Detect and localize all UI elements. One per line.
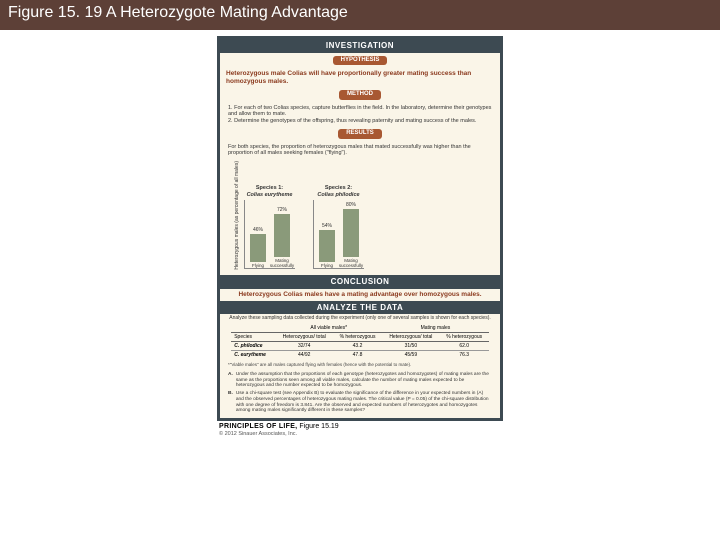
table-cell: 43.2 bbox=[333, 342, 382, 351]
credit-figure: Figure 15.19 bbox=[299, 423, 338, 430]
bar-label: Mating successfully bbox=[270, 259, 294, 268]
bar-value: 54% bbox=[322, 223, 332, 229]
question-a: Under the assumption that the proportion… bbox=[236, 372, 492, 389]
conclusion-text: Heterozygous Colias males have a mating … bbox=[220, 289, 500, 301]
bar-label: Flying bbox=[252, 264, 264, 269]
bar bbox=[250, 234, 266, 262]
bar-chart: Heterozygous males (as percentage of all… bbox=[228, 157, 492, 272]
column-header: Heterozygous/ total bbox=[275, 333, 333, 342]
bar-label: Flying bbox=[321, 264, 333, 269]
y-axis-label: Heterozygous males (as percentage of all… bbox=[234, 161, 240, 270]
investigation-header: INVESTIGATION bbox=[220, 39, 500, 53]
column-header: Species bbox=[231, 333, 275, 342]
table-footnote: *"Viable males" are all males captured f… bbox=[220, 361, 500, 369]
bar-wrap: 80% Mating successfully bbox=[342, 202, 360, 268]
table-cell: 32/74 bbox=[275, 342, 333, 351]
column-header: % heterozygous bbox=[440, 333, 489, 342]
results-pill: RESULTS bbox=[338, 129, 382, 138]
group-title: Species 1:Colias eurytheme bbox=[247, 185, 293, 198]
table-row: C. eurytheme44/9247.845/5976.3 bbox=[231, 351, 489, 360]
table-cell: 47.8 bbox=[333, 351, 382, 360]
bar-value: 80% bbox=[346, 202, 356, 208]
bar bbox=[319, 230, 335, 262]
hypothesis-text: Heterozygous male Colias will have propo… bbox=[220, 68, 500, 88]
data-table: All viable males* Mating males SpeciesHe… bbox=[231, 324, 489, 359]
method-pill: METHOD bbox=[339, 90, 381, 99]
investigation-panel: INVESTIGATION HYPOTHESIS Heterozygous ma… bbox=[217, 36, 503, 421]
question-b: Use a chi-square test (see Appendix B) t… bbox=[236, 391, 492, 414]
column-header: % heterozygous bbox=[333, 333, 382, 342]
bar-value: 46% bbox=[253, 227, 263, 233]
table-cell: 62.0 bbox=[440, 342, 489, 351]
chart-group: Species 2:Colias philodice 54% Flying 80% Ma… bbox=[313, 185, 364, 269]
bar-wrap: 46% Flying bbox=[249, 227, 267, 268]
questions: A.Under the assumption that the proporti… bbox=[220, 370, 500, 418]
bar bbox=[274, 214, 290, 257]
method-step-2: 2. Determine the genotypes of the offspr… bbox=[228, 118, 492, 125]
results-body: For both species, the proportion of hete… bbox=[220, 142, 500, 276]
table-cell: 76.3 bbox=[440, 351, 489, 360]
bar-value: 72% bbox=[277, 207, 287, 213]
bar-wrap: 54% Flying bbox=[318, 223, 336, 269]
column-header: Heterozygous/ total bbox=[382, 333, 440, 342]
chart-group: Species 1:Colias eurytheme 46% Flying 72% Ma… bbox=[244, 185, 295, 269]
bar-label: Mating successfully bbox=[339, 259, 363, 268]
bar-group: 46% Flying 72% Mating successfully bbox=[244, 200, 295, 269]
table-cell: 31/50 bbox=[382, 342, 440, 351]
table-cell: 45/59 bbox=[382, 351, 440, 360]
figure-title: A Heterozygote Mating Advantage bbox=[106, 4, 348, 21]
hypothesis-pill: HYPOTHESIS bbox=[333, 56, 388, 65]
copyright: © 2012 Sinauer Associates, Inc. bbox=[219, 431, 297, 437]
credit-line: PRINCIPLES OF LIFE, Figure 15.19 © 2012 … bbox=[217, 421, 503, 437]
method-body: 1. For each of two Colias species, captu… bbox=[220, 103, 500, 127]
bar-wrap: 72% Mating successfully bbox=[273, 207, 291, 268]
method-step-1: 1. For each of two Colias species, captu… bbox=[228, 105, 492, 118]
analyze-header: ANALYZE THE DATA bbox=[220, 301, 500, 315]
table-cell: C. philodice bbox=[231, 342, 275, 351]
th-mating: Mating males bbox=[382, 324, 489, 333]
table-row: C. philodice32/7443.231/5062.0 bbox=[231, 342, 489, 351]
table-cell: 44/92 bbox=[275, 351, 333, 360]
th-viable: All viable males* bbox=[275, 324, 382, 333]
analyze-intro: Analyze these sampling data collected du… bbox=[220, 314, 500, 322]
qA-label: A. bbox=[228, 372, 233, 389]
content-area: INVESTIGATION HYPOTHESIS Heterozygous ma… bbox=[0, 30, 720, 437]
conclusion-header: CONCLUSION bbox=[220, 275, 500, 289]
title-bar: Figure 15. 19 A Heterozygote Mating Adva… bbox=[0, 0, 720, 30]
group-title: Species 2:Colias philodice bbox=[317, 185, 359, 198]
bar bbox=[343, 209, 359, 257]
results-text: For both species, the proportion of hete… bbox=[228, 144, 492, 157]
qB-label: B. bbox=[228, 391, 233, 414]
figure-number: Figure 15. 19 bbox=[8, 4, 102, 21]
table-cell: C. eurytheme bbox=[231, 351, 275, 360]
bar-group: 54% Flying 80% Mating successfully bbox=[313, 200, 364, 269]
book-title: PRINCIPLES OF LIFE, bbox=[219, 423, 297, 430]
